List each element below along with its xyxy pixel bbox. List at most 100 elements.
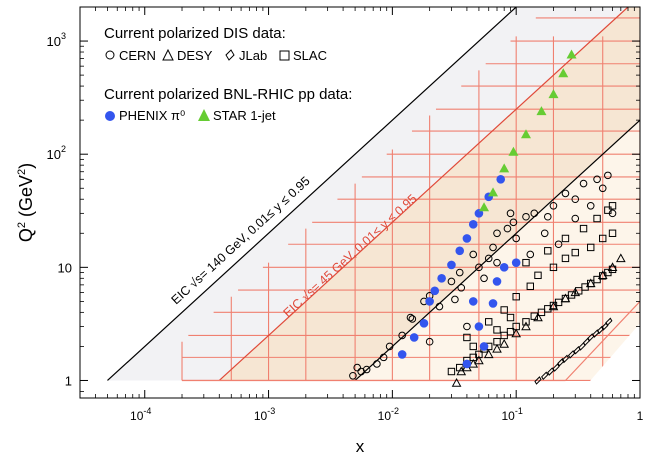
slac-point bbox=[512, 322, 520, 331]
eic45-lower-edge bbox=[565, 300, 640, 381]
legend-header-rhic: Current polarized BNL-RHIC pp data: bbox=[104, 86, 352, 103]
cern-point bbox=[503, 224, 512, 233]
data-points bbox=[349, 49, 626, 387]
phenix-point bbox=[447, 260, 456, 270]
slac-point bbox=[549, 263, 558, 272]
slac-point bbox=[561, 234, 570, 243]
phenix-point bbox=[462, 234, 472, 243]
phenix-point bbox=[496, 174, 506, 184]
jlab-point bbox=[541, 371, 549, 381]
y-axis-label-close: ) bbox=[16, 163, 36, 169]
star-point bbox=[536, 106, 547, 116]
region-edges bbox=[107, 7, 640, 382]
legend-header-dis: Current polarized DIS data: bbox=[104, 25, 286, 42]
cern-point bbox=[469, 250, 478, 259]
slac-point bbox=[463, 333, 471, 342]
cern-point bbox=[357, 367, 365, 376]
slac-point bbox=[608, 202, 617, 210]
axes: 10-4 10-3 10-2 10-1 1 1 10 102 103 x Q2 (GeV2) bbox=[16, 6, 644, 456]
slac-point bbox=[526, 282, 534, 290]
desy-point bbox=[483, 349, 494, 359]
desy-point bbox=[499, 338, 510, 348]
outside-mask bbox=[80, 7, 517, 381]
cern-point bbox=[543, 212, 552, 221]
cern-point bbox=[586, 201, 595, 210]
phenix-point bbox=[455, 246, 465, 256]
slac-point bbox=[587, 279, 595, 288]
eic45-upper-edge bbox=[218, 7, 629, 381]
y-tick-exponent: 3 bbox=[61, 31, 66, 41]
cern-point bbox=[353, 363, 362, 372]
phenix-point bbox=[419, 319, 429, 328]
cern-point bbox=[349, 371, 357, 380]
phenix-point bbox=[511, 258, 521, 267]
desy-point bbox=[607, 262, 618, 272]
legend-star-label: STAR 1-jet bbox=[213, 108, 276, 123]
cern-point bbox=[435, 302, 444, 311]
phenix-point bbox=[462, 359, 472, 369]
phenix-point bbox=[409, 333, 419, 342]
y-axis-label-unit-sup: 2 bbox=[16, 169, 28, 175]
slac-point bbox=[475, 350, 483, 359]
jlab-point bbox=[596, 325, 605, 335]
legend-cern-symbol bbox=[105, 50, 115, 60]
legend-slac-symbol bbox=[279, 50, 290, 61]
star-point bbox=[548, 89, 559, 99]
star-point bbox=[488, 187, 499, 197]
phenix-point bbox=[474, 322, 484, 331]
eic140-upper-edge bbox=[107, 7, 517, 381]
cern-point bbox=[493, 258, 501, 267]
x-tick-label: 10-1 bbox=[501, 406, 522, 423]
jlab-point bbox=[561, 354, 570, 364]
slac-point bbox=[522, 258, 530, 267]
cern-point bbox=[493, 229, 501, 238]
desy-point bbox=[521, 321, 531, 331]
x-tick-exponent: -1 bbox=[515, 406, 523, 416]
star-point bbox=[499, 163, 510, 173]
cern-point bbox=[522, 212, 530, 221]
slac-point bbox=[604, 206, 612, 214]
cern-point bbox=[530, 209, 539, 218]
slac-point bbox=[554, 298, 563, 307]
cern-point bbox=[447, 277, 456, 286]
cern-point bbox=[362, 365, 371, 374]
slac-point bbox=[500, 306, 508, 314]
legend-jlab-label: JLab bbox=[239, 48, 267, 63]
y-tick-exponent: 2 bbox=[61, 144, 66, 154]
cern-point bbox=[561, 189, 570, 198]
slac-point bbox=[456, 363, 464, 372]
slac-point bbox=[567, 291, 576, 299]
cern-point bbox=[379, 353, 388, 362]
legend-phenix-symbol bbox=[105, 111, 115, 121]
star-point bbox=[479, 202, 490, 212]
x-axis-label: x bbox=[356, 437, 365, 456]
legend-cern-label: CERN bbox=[119, 48, 156, 63]
slac-point bbox=[561, 254, 570, 263]
slac-point bbox=[575, 287, 583, 295]
jlab-point bbox=[534, 376, 542, 385]
slac-point bbox=[534, 271, 542, 280]
legend-desy-symbol bbox=[162, 48, 174, 61]
eic-inner-region bbox=[355, 7, 640, 381]
slac-point bbox=[469, 342, 477, 351]
cern-point bbox=[408, 315, 417, 323]
x-tick-exponent: -2 bbox=[391, 406, 399, 416]
cern-point bbox=[425, 337, 434, 346]
y-tick-label: 103 bbox=[47, 31, 66, 49]
eic140-lower-edge bbox=[354, 119, 640, 381]
star-point bbox=[508, 146, 519, 156]
phenix-point bbox=[468, 297, 478, 306]
slac-point bbox=[506, 327, 515, 336]
phenix-point bbox=[468, 220, 478, 229]
x-tick-label: 10-4 bbox=[130, 406, 151, 423]
jlab-point bbox=[552, 363, 560, 372]
x-tick-label: 10-2 bbox=[378, 406, 399, 423]
y-axis-label: Q2 (GeV2) bbox=[16, 163, 36, 242]
cern-point bbox=[571, 195, 580, 204]
cern-point bbox=[593, 175, 601, 184]
slac-point bbox=[544, 247, 552, 255]
desy-point bbox=[492, 343, 502, 353]
slac-point bbox=[608, 229, 617, 237]
slac-point bbox=[447, 367, 456, 376]
